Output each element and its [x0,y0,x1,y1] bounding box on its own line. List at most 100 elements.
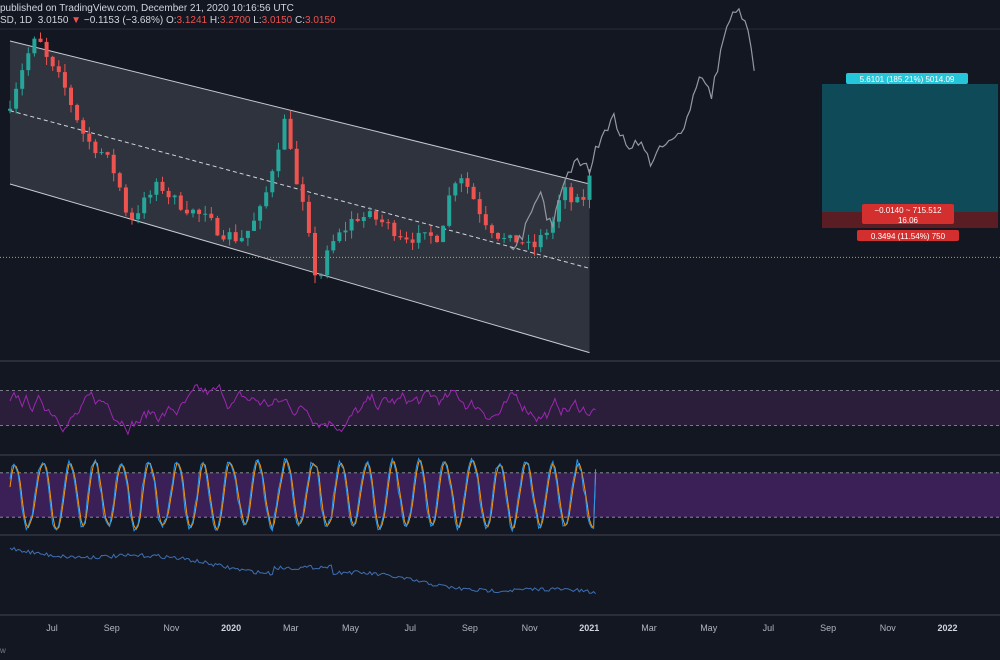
rsi-line [9,383,596,436]
candle-body [483,214,488,226]
target-label-text: 5.6101 (185.21%) 5014.09 [860,75,955,84]
candle-body [404,237,409,240]
candle-body [526,241,531,243]
candle-body [538,235,543,248]
candle-body [569,187,574,203]
candle-body [398,236,403,238]
target-label-bg [846,73,968,84]
candle-body [435,235,439,243]
candle-body [227,232,232,240]
rsi-band-fill [0,390,1000,426]
low-value: 3.0150 [261,15,293,26]
symbol-label[interactable]: SD, 1D [0,15,33,26]
lower-indicator-panel [9,546,596,595]
high-value: 3.2700 [219,15,251,26]
lower-indicator-line [9,546,596,595]
candle-body [465,178,470,187]
candle-body [258,206,263,221]
candle-body [245,230,250,238]
long-position-tool[interactable]: 5.6101 (185.21%) 5014.09 −0.0140 ~ 715.51… [822,73,998,241]
stoch-d-line [9,457,597,532]
candle-body [178,195,183,210]
entry-label-bg [862,204,954,224]
rsi-panel [0,383,1000,436]
channel-midline [9,110,590,269]
time-tick-label: Mar [283,623,299,633]
projection-path[interactable] [509,7,755,251]
ohlc-legend: SD, 1D 3.0150 ▼ −0.1153 (−3.68%) O:3.124… [0,15,336,26]
time-tick-label: Jul [763,623,775,633]
chart-header: published on TradingView.com, December 2… [0,0,1000,28]
candle-body [532,241,537,248]
candle-body [422,232,427,234]
candle-body [361,217,366,221]
candle-body [496,232,500,239]
time-tick-label: 2020 [221,623,241,633]
candle-body [203,213,208,215]
candle-body [160,181,165,191]
candle-body [331,241,336,251]
time-tick-label: May [700,623,718,633]
candle-body [319,275,324,277]
candle-body [392,222,397,237]
entry-label-text: 16.06 [898,216,919,225]
stop-label-bg [857,230,959,241]
candle-body [209,213,214,219]
candle-body [416,232,421,243]
candle-body [575,196,580,203]
time-tick-label: 2022 [937,623,957,633]
published-text: published on TradingView.com, December 2… [0,3,294,14]
projection-line [509,7,755,251]
last-price: 3.0150 [37,15,69,26]
candle-body [14,88,19,109]
candle-body [337,232,342,242]
candle-body [325,250,330,276]
channel-fill [10,41,590,353]
candle-body [44,41,49,57]
candle-body [38,38,43,42]
stoch-band-fill [0,472,1000,518]
candle-body [93,141,98,154]
time-axis[interactable]: Jul Sep Nov 2020 Mar May Jul Sep Nov 2021 Mar May Ju… [46,623,957,633]
candle-body [172,195,177,198]
candle-body [56,66,61,73]
candle-body [477,199,482,215]
candle-body [428,232,433,236]
publish-info: published on TradingView.com, December 2… [0,3,294,14]
time-tick-label: Sep [820,623,836,633]
candle-body [117,173,122,188]
candlestick-series [8,32,592,284]
candle-body [233,232,238,242]
descending-channel[interactable] [9,40,590,354]
open-label: O: [165,15,177,26]
target-label: 5.6101 (185.21%) 5014.09 [846,73,968,84]
low-label: L: [253,15,262,26]
close-label: C: [295,15,305,26]
candle-body [99,152,104,154]
candle-body [544,232,549,236]
candle-body [184,209,189,214]
entry-label-text: −0.0140 ~ 715.512 [874,206,942,215]
candle-body [87,133,92,142]
candle-body [557,200,561,222]
candle-body [215,218,220,236]
open-value: 3.1241 [176,15,208,26]
candle-body [111,154,116,174]
candle-body [239,237,244,242]
candle-body [154,181,159,195]
candle-body [502,237,507,239]
time-tick-label: May [342,623,360,633]
candle-body [294,148,299,185]
time-tick-label: Nov [163,623,180,633]
candle-body [447,195,452,226]
candle-body [197,209,202,214]
candle-body [581,196,586,200]
candle-body [349,218,354,231]
stop-label: 0.3494 (11.54%) 750 [857,230,959,241]
candle-body [276,149,281,172]
candle-body [20,70,25,89]
candle-body [105,152,110,155]
time-tick-label: Jul [46,623,58,633]
candle-body [441,225,446,243]
